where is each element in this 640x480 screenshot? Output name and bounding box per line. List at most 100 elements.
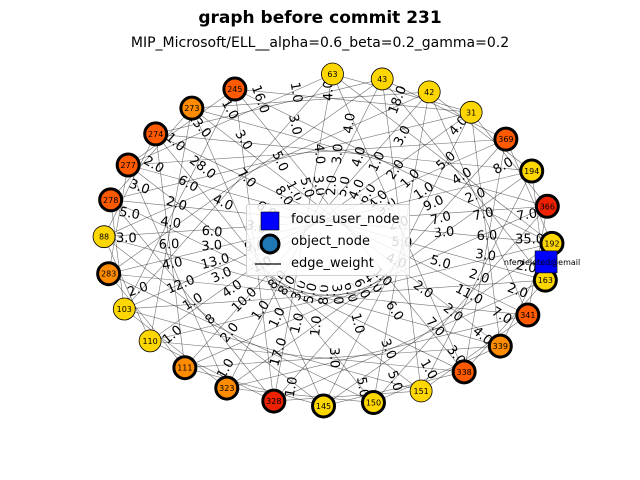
graph-edge bbox=[373, 345, 501, 403]
edge-weight-label: 4.0 bbox=[349, 145, 369, 169]
edge-weight-label: 2.0 bbox=[324, 175, 340, 196]
edge-label-bg bbox=[354, 179, 382, 209]
graph-edge bbox=[428, 91, 529, 316]
edge-label-bg bbox=[489, 153, 518, 180]
node-label: 341 bbox=[520, 311, 535, 320]
edge-weight-label: 2.0 bbox=[467, 267, 491, 288]
graph-edge bbox=[226, 387, 374, 403]
object-node-366[interactable]: 366 bbox=[534, 193, 560, 219]
graph-edge bbox=[155, 78, 383, 135]
graph-edge bbox=[110, 199, 125, 310]
edge-label-bg bbox=[517, 232, 542, 248]
edge-label-bg bbox=[427, 208, 455, 230]
graph-edge bbox=[184, 345, 501, 368]
object-node-369[interactable]: 369 bbox=[493, 126, 519, 152]
edge-label-bg bbox=[248, 85, 272, 114]
object-node-111[interactable]: 111 bbox=[172, 355, 198, 381]
object-node-341[interactable]: 341 bbox=[515, 302, 541, 328]
graph-edge bbox=[184, 206, 548, 368]
object-node-42[interactable]: 42 bbox=[417, 80, 441, 104]
object-node-283[interactable]: 283 bbox=[96, 261, 122, 287]
node-label: 31 bbox=[466, 108, 476, 117]
node-label: 42 bbox=[424, 88, 434, 97]
object-node-63[interactable]: 63 bbox=[321, 62, 344, 86]
node-circle bbox=[459, 100, 483, 124]
object-node-103[interactable]: 103 bbox=[112, 297, 136, 321]
object-node-163[interactable]: 163 bbox=[532, 267, 558, 293]
edge-label-bg bbox=[307, 313, 326, 339]
edge-label-bg bbox=[408, 276, 438, 304]
graph-edge bbox=[191, 91, 430, 109]
node-label: 328 bbox=[266, 397, 281, 406]
graph-edge bbox=[124, 73, 333, 310]
node-label: 110 bbox=[142, 337, 157, 346]
node-circle bbox=[409, 379, 433, 403]
graph-edge bbox=[127, 88, 236, 166]
graph-edge bbox=[103, 91, 430, 237]
node-circle bbox=[360, 390, 386, 416]
edge-label-bg bbox=[139, 152, 168, 179]
node-label: 63 bbox=[327, 70, 337, 79]
object-node-278[interactable]: 278 bbox=[98, 187, 124, 213]
object-node-245[interactable]: 245 bbox=[222, 76, 248, 102]
object-node-31[interactable]: 31 bbox=[459, 100, 483, 124]
object-node-339[interactable]: 339 bbox=[487, 333, 513, 359]
edge-label-bg bbox=[173, 171, 203, 197]
node-circle bbox=[321, 62, 344, 86]
node-label: 150 bbox=[366, 399, 381, 408]
object-node-110[interactable]: 110 bbox=[138, 329, 162, 353]
object-node-145[interactable]: 145 bbox=[311, 393, 337, 419]
graph-edge bbox=[155, 133, 186, 368]
edge-label-bg bbox=[329, 141, 348, 167]
edge-weight-label: 3.0 bbox=[116, 231, 137, 246]
object-node-323[interactable]: 323 bbox=[214, 375, 240, 401]
focus-user-node[interactable]: nferdeleted@email bbox=[504, 250, 580, 274]
object-node-194[interactable]: 194 bbox=[519, 158, 545, 184]
edge-label-bg bbox=[116, 204, 143, 224]
graph-edge bbox=[149, 340, 274, 402]
node-label: 369 bbox=[498, 135, 513, 144]
edge-label-bg bbox=[247, 296, 275, 326]
object-node-150[interactable]: 150 bbox=[360, 390, 386, 416]
object-node-338[interactable]: 338 bbox=[451, 359, 477, 385]
node-circle bbox=[96, 261, 122, 287]
edge-label-bg bbox=[281, 373, 302, 401]
edge-weight-label: 3.0 bbox=[201, 238, 223, 254]
focus-node-label: nferdeleted@email bbox=[504, 258, 580, 267]
node-label: 192 bbox=[544, 239, 559, 248]
graph-edge bbox=[505, 138, 553, 244]
edge-label-bg bbox=[359, 269, 387, 298]
node-label: 323 bbox=[219, 384, 234, 393]
edge-weight-label: 3.0 bbox=[127, 177, 152, 198]
edge-label-bg bbox=[267, 147, 292, 176]
node-circle bbox=[112, 297, 136, 321]
edge-label-bg bbox=[281, 177, 307, 206]
edge-weight-label: 6.0 bbox=[158, 237, 179, 253]
object-node-328[interactable]: 328 bbox=[261, 388, 287, 414]
legend: focus_user_node object_node edge_weight bbox=[246, 204, 410, 276]
graph-edge bbox=[184, 367, 324, 407]
object-node-273[interactable]: 273 bbox=[179, 95, 205, 121]
edge-label-bg bbox=[512, 257, 540, 278]
object-node-274[interactable]: 274 bbox=[143, 121, 169, 147]
node-circle bbox=[222, 76, 248, 102]
object-node-88[interactable]: 88 bbox=[92, 225, 116, 249]
node-layer: 63 43 42 31 369 194 366 192 163 341 339 338 151 150 14… bbox=[92, 62, 580, 419]
object-node-277[interactable]: 277 bbox=[115, 152, 141, 178]
node-circle bbox=[261, 388, 287, 414]
node-circle bbox=[172, 355, 198, 381]
edge-weight-label: 1.0 bbox=[308, 315, 325, 337]
graph-edge bbox=[108, 273, 528, 316]
graph-edge bbox=[108, 164, 129, 274]
graph-edge bbox=[149, 108, 193, 341]
object-node-43[interactable]: 43 bbox=[370, 67, 394, 91]
graph-edge bbox=[103, 236, 151, 342]
node-label: 366 bbox=[540, 202, 555, 211]
edge-label-bg bbox=[348, 143, 371, 171]
edge-label-bg bbox=[295, 173, 318, 202]
edge-label-bg bbox=[465, 265, 493, 289]
focus-node-square bbox=[534, 250, 558, 274]
object-node-151[interactable]: 151 bbox=[409, 379, 433, 403]
edge-label-bg bbox=[208, 190, 238, 216]
graph-edge bbox=[323, 371, 465, 407]
